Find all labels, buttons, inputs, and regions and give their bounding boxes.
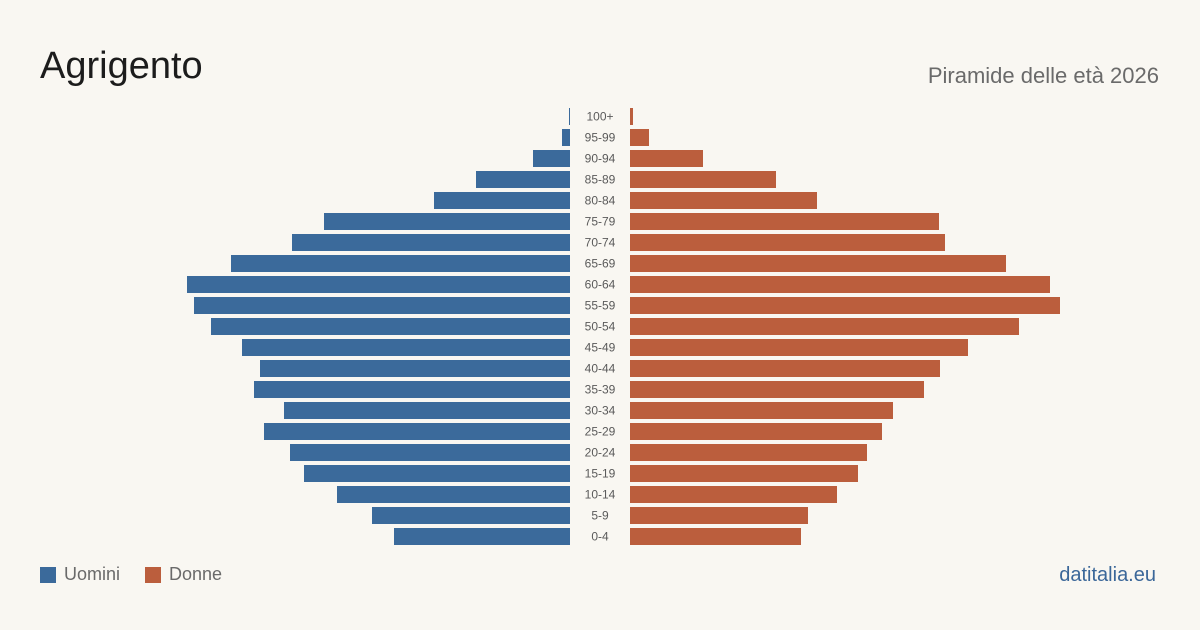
age-label-60-64: 60-64 <box>585 278 616 292</box>
legend-label-women: Donne <box>169 564 223 584</box>
bar-men-70-74 <box>292 234 570 251</box>
age-label-15-19: 15-19 <box>585 467 616 481</box>
age-label-85-89: 85-89 <box>585 173 616 187</box>
bar-women-15-19 <box>630 465 858 482</box>
age-label-10-14: 10-14 <box>585 488 616 502</box>
source-link[interactable]: datitalia.eu <box>1059 564 1156 586</box>
bar-women-60-64 <box>630 276 1050 293</box>
bar-women-50-54 <box>630 318 1019 335</box>
age-label-100+: 100+ <box>586 110 613 124</box>
age-label-90-94: 90-94 <box>585 152 616 166</box>
bar-men-65-69 <box>231 255 570 272</box>
bar-men-35-39 <box>254 381 570 398</box>
bar-women-100+ <box>630 108 633 125</box>
bar-men-90-94 <box>533 150 570 167</box>
bar-women-45-49 <box>630 339 968 356</box>
bar-women-65-69 <box>630 255 1006 272</box>
bar-men-30-34 <box>284 402 570 419</box>
chart-legend: Uomini Donne <box>40 564 247 585</box>
legend-item-men: Uomini <box>40 564 120 585</box>
bar-women-90-94 <box>630 150 703 167</box>
bar-women-40-44 <box>630 360 940 377</box>
bar-women-85-89 <box>630 171 776 188</box>
page-title: Agrigento <box>40 45 203 87</box>
bar-men-20-24 <box>290 444 570 461</box>
bar-men-40-44 <box>260 360 570 377</box>
bar-women-30-34 <box>630 402 893 419</box>
age-label-75-79: 75-79 <box>585 215 616 229</box>
bar-men-95-99 <box>562 129 570 146</box>
age-label-55-59: 55-59 <box>585 299 616 313</box>
bar-women-70-74 <box>630 234 945 251</box>
bar-women-95-99 <box>630 129 649 146</box>
age-label-65-69: 65-69 <box>585 257 616 271</box>
bar-men-100+ <box>569 108 570 125</box>
bar-women-55-59 <box>630 297 1060 314</box>
legend-label-men: Uomini <box>64 564 121 584</box>
bar-men-50-54 <box>211 318 570 335</box>
bar-men-85-89 <box>476 171 570 188</box>
chart-subtitle: Piramide delle età 2026 <box>927 63 1159 88</box>
bar-men-25-29 <box>264 423 570 440</box>
age-label-40-44: 40-44 <box>585 362 616 376</box>
bar-women-20-24 <box>630 444 867 461</box>
legend-item-women: Donne <box>145 564 222 585</box>
age-label-30-34: 30-34 <box>585 404 616 418</box>
bar-men-0-4 <box>394 528 570 545</box>
bar-men-75-79 <box>324 213 570 230</box>
bar-men-5-9 <box>372 507 570 524</box>
age-label-5-9: 5-9 <box>591 509 609 523</box>
age-label-35-39: 35-39 <box>585 383 616 397</box>
age-label-25-29: 25-29 <box>585 425 616 439</box>
bar-women-80-84 <box>630 192 817 209</box>
age-label-70-74: 70-74 <box>585 236 616 250</box>
legend-swatch-men <box>40 566 56 583</box>
age-label-95-99: 95-99 <box>585 131 616 145</box>
age-label-80-84: 80-84 <box>585 194 616 208</box>
bar-men-10-14 <box>337 486 570 503</box>
bar-men-80-84 <box>434 192 570 209</box>
age-label-50-54: 50-54 <box>585 320 616 334</box>
age-label-45-49: 45-49 <box>585 341 616 355</box>
bar-women-0-4 <box>630 528 801 545</box>
bar-women-35-39 <box>630 381 924 398</box>
bar-men-60-64 <box>187 276 570 293</box>
age-label-0-4: 0-4 <box>591 530 609 544</box>
bar-men-45-49 <box>242 339 570 356</box>
bar-men-55-59 <box>194 297 570 314</box>
bar-women-75-79 <box>630 213 939 230</box>
bar-women-25-29 <box>630 423 882 440</box>
age-label-20-24: 20-24 <box>585 446 616 460</box>
bar-women-10-14 <box>630 486 837 503</box>
bar-women-5-9 <box>630 507 808 524</box>
bar-men-15-19 <box>304 465 570 482</box>
legend-swatch-women <box>145 566 162 583</box>
